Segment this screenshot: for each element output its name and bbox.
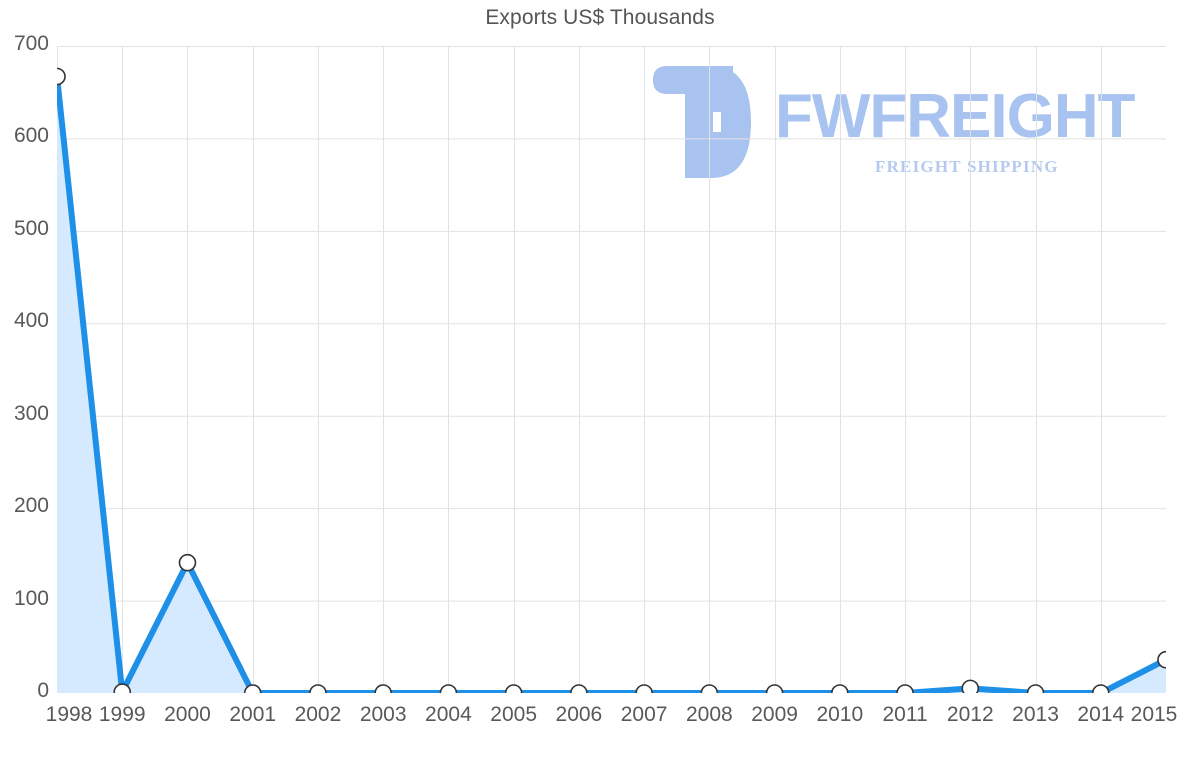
x-axis-tick-label: 2013 [1012,703,1059,726]
x-axis-tick-label: 2014 [1077,703,1125,726]
x-axis-tick-label: 2010 [816,703,864,726]
x-axis-tick-label: 2001 [229,703,277,726]
y-axis-tick-label: 200 [13,494,49,518]
plot-area [57,46,1166,693]
data-point-marker [700,684,719,693]
x-axis-tick-label: 2012 [946,703,994,726]
x-axis-tick-label: 2002 [294,703,342,726]
x-axis-tick-label: 2015 [1130,703,1178,726]
y-axis-tick-label: 600 [13,124,49,148]
y-axis-tick-label: 700 [13,32,49,55]
y-axis-tick-label: 300 [13,401,49,425]
x-axis-tick-label: 2008 [685,703,733,726]
series-line [57,73,1166,693]
data-point-marker [1026,684,1045,693]
data-point-marker [439,684,458,693]
data-point-marker [309,684,327,693]
x-axis-tick-label: 1999 [98,703,146,726]
data-point-marker [113,683,132,693]
x-axis-tick-label: 2009 [751,703,798,726]
x-axis-tick-label: 2011 [882,703,928,726]
data-point-marker [765,684,784,693]
data-point-marker [961,679,980,693]
x-axis-tick-label: 1998 [45,703,93,726]
x-axis-tick-label: 2006 [555,703,603,726]
x-axis-tick-label: 2003 [359,703,407,726]
chart-title: Exports US$ Thousands [485,6,715,29]
x-axis-tick-label: 2004 [425,703,472,726]
y-axis-tick-label: 400 [13,309,49,333]
data-point-marker [831,684,849,693]
series-area-fill [57,76,1166,693]
y-axis-tick-label: 500 [13,216,49,240]
plot-svg [57,46,1166,693]
x-axis-tick-label: 2005 [490,703,537,726]
data-point-marker [1091,684,1110,693]
data-point-marker [896,684,914,693]
data-point-marker [57,67,66,86]
y-axis-tick-label: 100 [13,586,49,610]
y-axis-tick-label: 0 [37,679,49,702]
data-point-marker [1157,650,1166,669]
data-point-marker [374,684,392,693]
x-axis-tick-label: 2007 [620,703,668,726]
data-point-marker [635,684,653,693]
x-axis-tick-label: 2000 [164,703,211,726]
data-point-marker [243,684,262,693]
data-point-marker [178,553,197,572]
data-point-marker [570,684,588,693]
data-point-marker [504,684,523,693]
